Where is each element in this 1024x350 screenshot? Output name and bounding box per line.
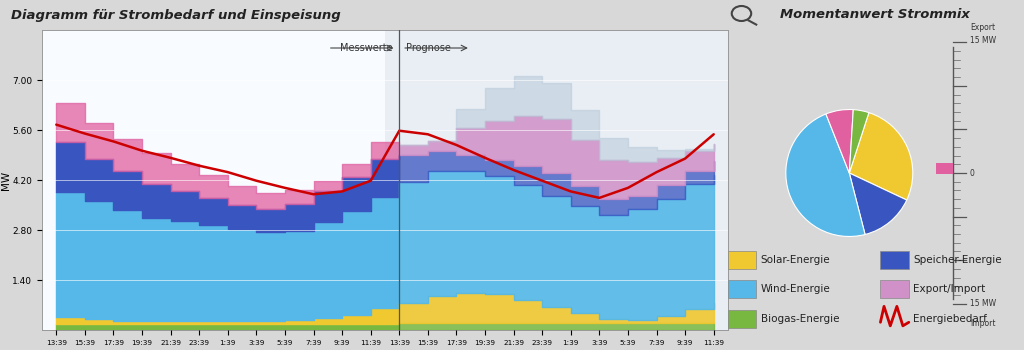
Text: Speicher-Energie: Speicher-Energie bbox=[913, 255, 1001, 265]
Text: 15 MW: 15 MW bbox=[970, 36, 996, 45]
Text: Momentanwert Strommix: Momentanwert Strommix bbox=[780, 8, 970, 21]
Bar bbox=[936, 163, 953, 174]
Wedge shape bbox=[849, 113, 912, 200]
Wedge shape bbox=[849, 173, 906, 235]
Text: Biogas-Energie: Biogas-Energie bbox=[761, 314, 840, 324]
Wedge shape bbox=[826, 110, 853, 173]
Bar bbox=[728, 280, 757, 298]
Text: Wind-Energie: Wind-Energie bbox=[761, 284, 830, 294]
Text: 15 MW: 15 MW bbox=[970, 299, 996, 308]
Text: Messwerte: Messwerte bbox=[340, 43, 392, 53]
Text: 0: 0 bbox=[970, 168, 975, 177]
Wedge shape bbox=[849, 110, 869, 173]
Text: Export/Import: Export/Import bbox=[913, 284, 985, 294]
Text: Prognose: Prognose bbox=[407, 43, 452, 53]
Bar bbox=[728, 251, 757, 268]
Text: Energiebedarf: Energiebedarf bbox=[913, 314, 987, 324]
Bar bbox=[881, 280, 909, 298]
Text: Solar-Energie: Solar-Energie bbox=[761, 255, 830, 265]
Bar bbox=[728, 310, 757, 328]
Wedge shape bbox=[785, 114, 865, 237]
Text: Diagramm für Strombedarf und Einspeisung: Diagramm für Strombedarf und Einspeisung bbox=[11, 8, 341, 21]
Text: Export: Export bbox=[970, 23, 995, 32]
Y-axis label: MW: MW bbox=[1, 170, 11, 190]
Bar bbox=[881, 251, 909, 268]
Text: Import: Import bbox=[970, 320, 995, 328]
Bar bbox=[385, 30, 728, 330]
